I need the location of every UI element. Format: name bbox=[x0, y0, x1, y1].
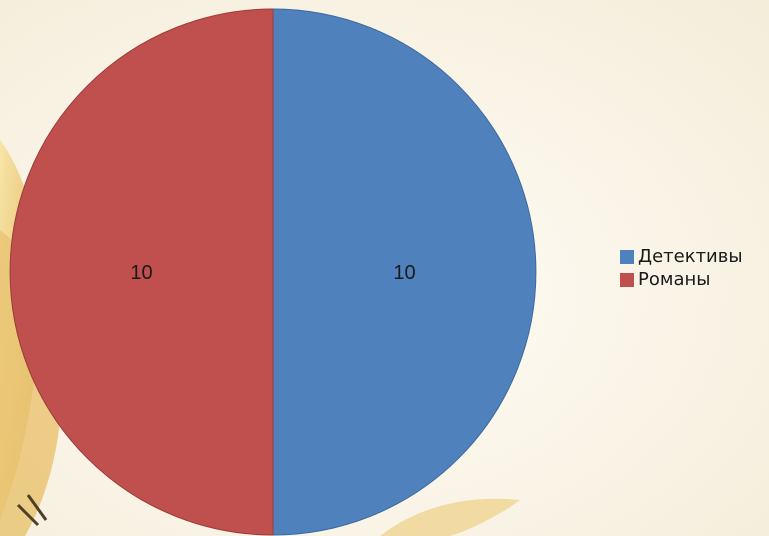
pie-slice-novels bbox=[9, 8, 274, 536]
legend-item-novels: Романы bbox=[620, 268, 743, 291]
legend-label-detectives: Детективы bbox=[638, 246, 743, 267]
pie-slice-detectives bbox=[272, 8, 537, 536]
pie-label-novels: 10 bbox=[130, 262, 152, 284]
pie-data-labels: 10 10 bbox=[130, 262, 415, 284]
pie-slices bbox=[9, 8, 537, 536]
legend-swatch-detectives bbox=[620, 249, 634, 264]
pie-label-detectives: 10 bbox=[393, 262, 415, 284]
legend-label-novels: Романы bbox=[638, 269, 711, 290]
legend-item-detectives: Детективы bbox=[620, 245, 743, 268]
legend-swatch-novels bbox=[620, 272, 634, 287]
chart-legend: Детективы Романы bbox=[620, 245, 743, 291]
